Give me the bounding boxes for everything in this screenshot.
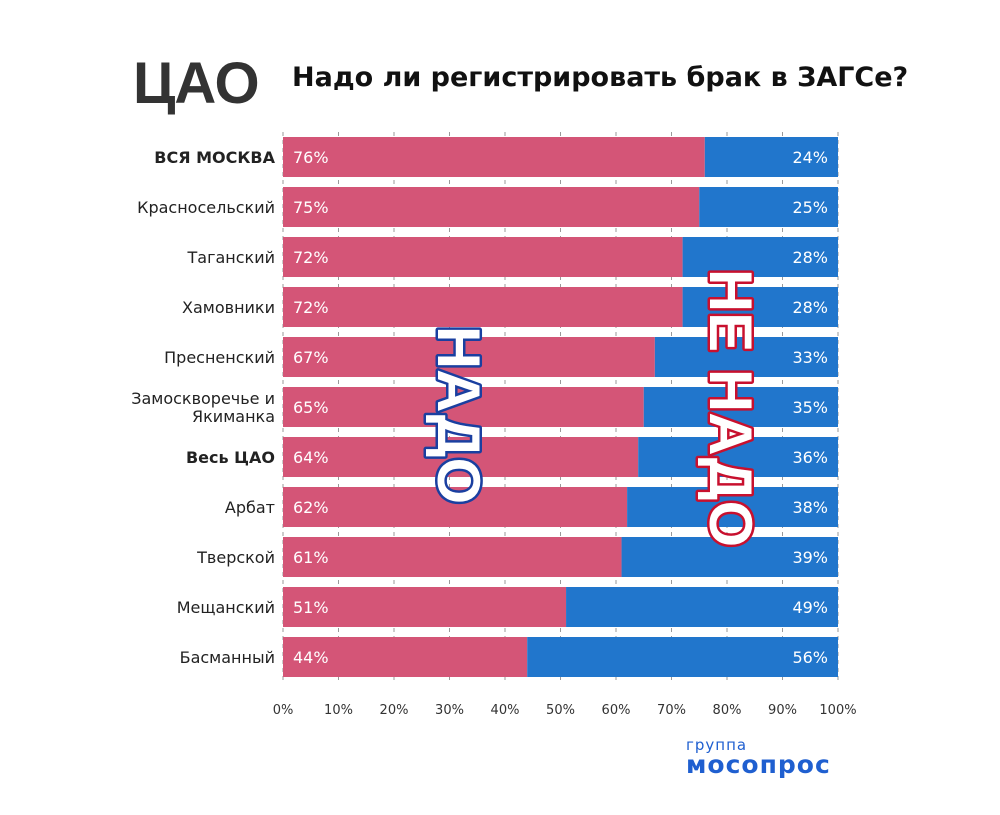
bar-ne-nado (643, 387, 838, 427)
bar-nado (283, 387, 644, 427)
x-tick-label: 90% (768, 703, 797, 718)
bar-ne-nado (704, 137, 838, 177)
data-label-ne-nado: 28% (792, 248, 828, 267)
data-label-nado: 76% (293, 148, 329, 167)
category-label: Хамовники (182, 298, 275, 317)
data-label-ne-nado: 24% (792, 148, 828, 167)
data-label-nado: 64% (293, 448, 329, 467)
bar-ne-nado (621, 537, 838, 577)
data-label-nado: 72% (293, 298, 329, 317)
bar-ne-nado (682, 287, 838, 327)
data-label-ne-nado: 33% (792, 348, 828, 367)
data-label-ne-nado: 28% (792, 298, 828, 317)
data-label-ne-nado: 39% (792, 548, 828, 567)
x-tick-label: 70% (657, 703, 686, 718)
data-label-nado: 61% (293, 548, 329, 567)
brand-line-1: группа (686, 736, 748, 754)
x-tick-label: 0% (273, 703, 294, 718)
data-label-nado: 51% (293, 598, 329, 617)
category-label: ВСЯ МОСКВА (154, 148, 275, 167)
bar-ne-nado (566, 587, 838, 627)
data-label-ne-nado: 25% (792, 198, 828, 217)
brand-line-2: мосопрос (686, 750, 831, 779)
brand-logo: группа мосопрос (686, 736, 831, 779)
x-tick-label: 50% (546, 703, 575, 718)
category-label: Весь ЦАО (186, 448, 275, 467)
data-label-nado: 72% (293, 248, 329, 267)
data-label-ne-nado: 38% (792, 498, 828, 517)
bar-nado (283, 137, 705, 177)
x-tick-label: 30% (435, 703, 464, 718)
category-label: Тверской (196, 548, 275, 567)
bar-nado (283, 587, 567, 627)
category-label: Арбат (225, 498, 275, 517)
data-label-nado: 62% (293, 498, 329, 517)
bar-nado (283, 637, 528, 677)
x-tick-label: 100% (819, 703, 856, 718)
data-label-ne-nado: 35% (792, 398, 828, 417)
category-label: Мещанский (177, 598, 275, 617)
data-label-ne-nado: 49% (792, 598, 828, 617)
x-tick-label: 10% (324, 703, 353, 718)
bar-nado (283, 287, 683, 327)
data-label-ne-nado: 56% (792, 648, 828, 667)
category-label: Басманный (180, 648, 275, 667)
data-label-ne-nado: 36% (792, 448, 828, 467)
bar-ne-nado (627, 487, 838, 527)
data-label-nado: 75% (293, 198, 329, 217)
bar-nado (283, 487, 628, 527)
bar-ne-nado (682, 237, 838, 277)
category-label: Якиманка (192, 407, 275, 426)
category-label: Пресненский (164, 348, 275, 367)
x-tick-label: 20% (380, 703, 409, 718)
x-tick-label: 40% (491, 703, 520, 718)
bar-nado (283, 237, 683, 277)
bar-nado (283, 537, 622, 577)
data-label-nado: 44% (293, 648, 329, 667)
chart-title: Надо ли регистрировать брак в ЗАГСе? (292, 62, 909, 93)
x-tick-label: 60% (602, 703, 631, 718)
data-label-nado: 65% (293, 398, 329, 417)
data-label-nado: 67% (293, 348, 329, 367)
bar-ne-nado (699, 187, 838, 227)
bar-nado (283, 437, 639, 477)
annotation-nado: НАДО (425, 326, 492, 504)
category-label: Красносельский (137, 198, 275, 217)
region-title: ЦАО (133, 51, 260, 116)
annotation-ne-nado: НЕ НАДО (697, 269, 764, 547)
bar-nado (283, 337, 655, 377)
bar-nado (283, 187, 700, 227)
category-label: Замоскворечье и (131, 389, 275, 408)
bar-ne-nado (638, 437, 838, 477)
category-label: Таганский (186, 248, 275, 267)
x-tick-label: 80% (713, 703, 742, 718)
bar-ne-nado (654, 337, 838, 377)
bar-ne-nado (527, 637, 838, 677)
